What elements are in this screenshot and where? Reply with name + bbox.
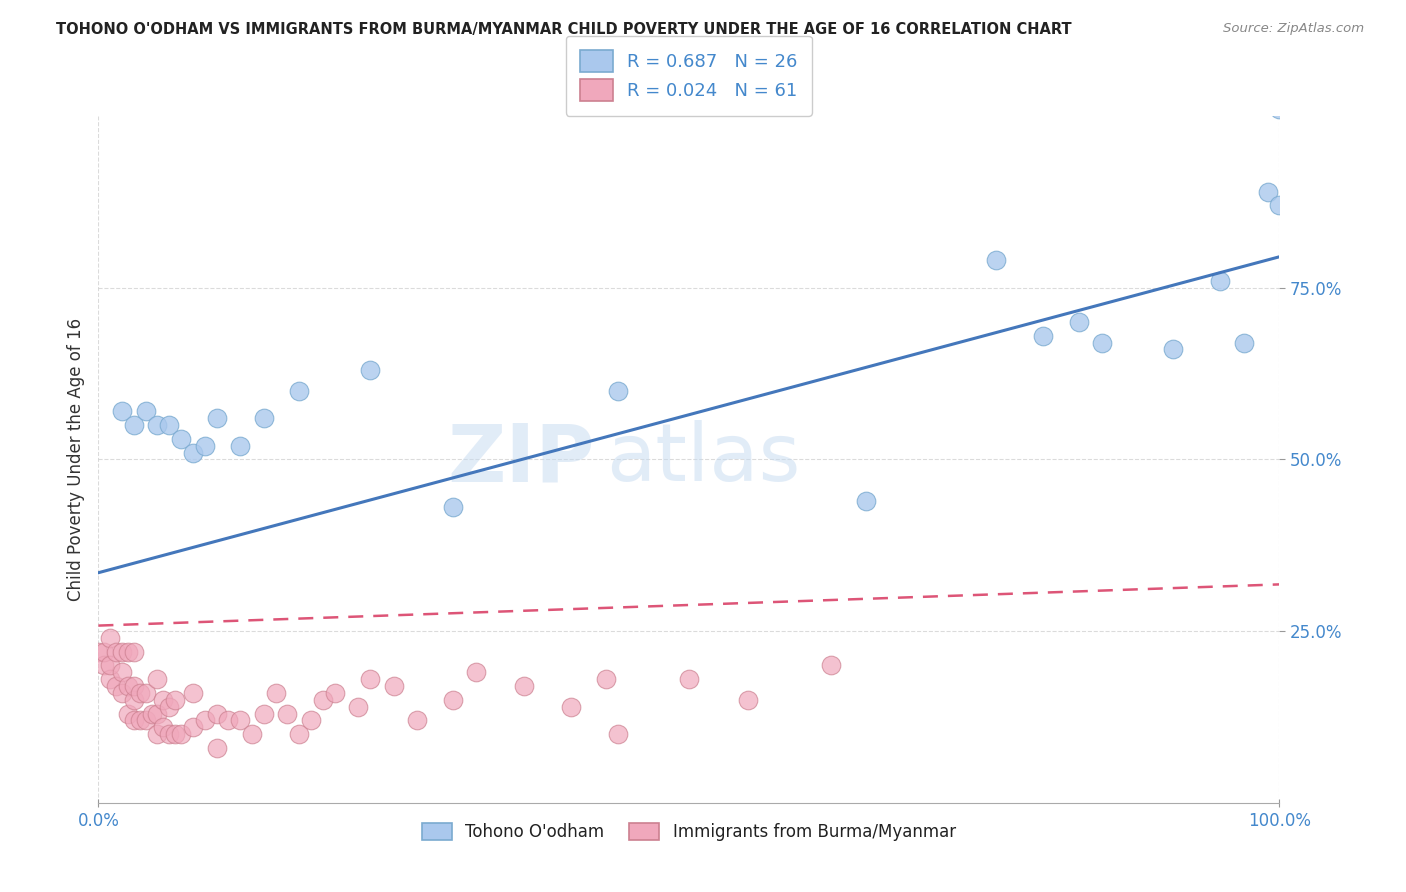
Point xyxy=(105,679,128,693)
Point xyxy=(595,672,617,686)
Point xyxy=(98,672,121,686)
Point xyxy=(1067,315,1090,329)
Point xyxy=(105,645,128,659)
Point xyxy=(560,699,582,714)
Point xyxy=(152,692,174,706)
Point xyxy=(359,672,381,686)
Point xyxy=(441,500,464,515)
Text: ZIP: ZIP xyxy=(447,420,595,499)
Point xyxy=(1209,274,1232,288)
Point xyxy=(181,445,204,459)
Point xyxy=(98,631,121,645)
Point xyxy=(128,686,150,700)
Point xyxy=(111,665,134,680)
Point xyxy=(253,411,276,425)
Point xyxy=(253,706,276,721)
Text: Source: ZipAtlas.com: Source: ZipAtlas.com xyxy=(1223,22,1364,36)
Point xyxy=(170,432,193,446)
Point xyxy=(87,645,110,659)
Point xyxy=(1091,335,1114,350)
Point xyxy=(93,658,115,673)
Point xyxy=(111,686,134,700)
Point xyxy=(146,727,169,741)
Point xyxy=(146,417,169,432)
Point xyxy=(1268,198,1291,212)
Point xyxy=(111,404,134,418)
Point xyxy=(288,727,311,741)
Y-axis label: Child Poverty Under the Age of 16: Child Poverty Under the Age of 16 xyxy=(66,318,84,601)
Point xyxy=(217,714,239,728)
Text: atlas: atlas xyxy=(606,420,800,499)
Point xyxy=(146,706,169,721)
Point xyxy=(157,699,180,714)
Point xyxy=(157,727,180,741)
Text: TOHONO O'ODHAM VS IMMIGRANTS FROM BURMA/MYANMAR CHILD POVERTY UNDER THE AGE OF 1: TOHONO O'ODHAM VS IMMIGRANTS FROM BURMA/… xyxy=(56,22,1071,37)
Point xyxy=(607,384,630,398)
Point xyxy=(512,679,534,693)
Point xyxy=(465,665,488,680)
Point xyxy=(194,714,217,728)
Point xyxy=(229,714,252,728)
Point xyxy=(229,439,252,453)
Point xyxy=(122,645,145,659)
Point xyxy=(93,645,115,659)
Point xyxy=(441,692,464,706)
Point xyxy=(117,645,139,659)
Point xyxy=(1161,343,1184,357)
Point xyxy=(1233,335,1256,350)
Point xyxy=(820,658,842,673)
Point xyxy=(1257,185,1279,199)
Point xyxy=(288,384,311,398)
Point xyxy=(117,679,139,693)
Point xyxy=(205,411,228,425)
Point xyxy=(276,706,298,721)
Point xyxy=(406,714,429,728)
Point xyxy=(165,727,187,741)
Point xyxy=(194,439,217,453)
Point xyxy=(264,686,287,700)
Point xyxy=(1268,102,1291,116)
Point xyxy=(181,720,204,734)
Point xyxy=(135,714,157,728)
Point xyxy=(165,692,187,706)
Point xyxy=(299,714,322,728)
Point xyxy=(122,714,145,728)
Point xyxy=(146,672,169,686)
Point xyxy=(984,253,1007,268)
Point xyxy=(170,727,193,741)
Point xyxy=(122,679,145,693)
Point xyxy=(359,363,381,377)
Point xyxy=(135,404,157,418)
Point xyxy=(117,706,139,721)
Point xyxy=(855,493,877,508)
Point xyxy=(157,417,180,432)
Point xyxy=(323,686,346,700)
Point xyxy=(135,686,157,700)
Point xyxy=(678,672,700,686)
Point xyxy=(122,417,145,432)
Point xyxy=(122,692,145,706)
Point xyxy=(181,686,204,700)
Point xyxy=(141,706,163,721)
Point xyxy=(1032,328,1054,343)
Point xyxy=(205,706,228,721)
Legend: Tohono O'odham, Immigrants from Burma/Myanmar: Tohono O'odham, Immigrants from Burma/My… xyxy=(413,814,965,849)
Point xyxy=(128,714,150,728)
Point xyxy=(347,699,370,714)
Point xyxy=(382,679,405,693)
Point xyxy=(240,727,263,741)
Point xyxy=(111,645,134,659)
Point xyxy=(312,692,335,706)
Point xyxy=(98,658,121,673)
Point xyxy=(607,727,630,741)
Point xyxy=(152,720,174,734)
Point xyxy=(737,692,759,706)
Point xyxy=(205,740,228,755)
